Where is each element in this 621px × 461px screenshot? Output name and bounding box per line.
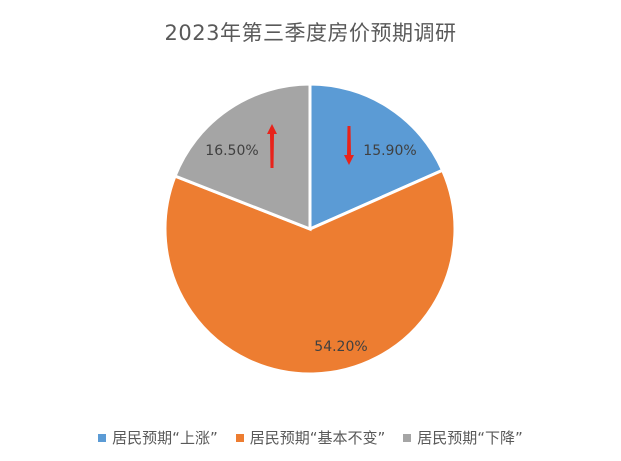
arrow-up-icon	[267, 124, 277, 168]
legend-label: 居民预期“基本不变”	[249, 429, 386, 447]
data-label: 16.50%	[205, 143, 258, 159]
pie-slice	[308, 82, 445, 232]
legend-item-fall: 居民预期“下降”	[403, 427, 523, 448]
legend-item-rise: 居民预期“上涨”	[98, 427, 218, 448]
legend-swatch-icon	[403, 433, 412, 442]
legend-label: 居民预期“下降”	[417, 429, 523, 447]
legend-swatch-icon	[235, 433, 244, 442]
pie-slice	[163, 168, 457, 376]
data-label: 15.90%	[363, 143, 416, 159]
legend-item-unchanged: 居民预期“基本不变”	[235, 427, 386, 448]
chart-title: 2023年第三季度房价预期调研	[164, 21, 457, 45]
arrow-down-icon	[344, 126, 354, 165]
data-label: 54.20%	[314, 339, 367, 355]
legend: 居民预期“上涨” 居民预期“基本不变” 居民预期“下降”	[0, 427, 621, 448]
legend-label: 居民预期“上涨”	[112, 429, 218, 447]
legend-swatch-icon	[98, 433, 107, 442]
pie-slice	[173, 82, 312, 232]
